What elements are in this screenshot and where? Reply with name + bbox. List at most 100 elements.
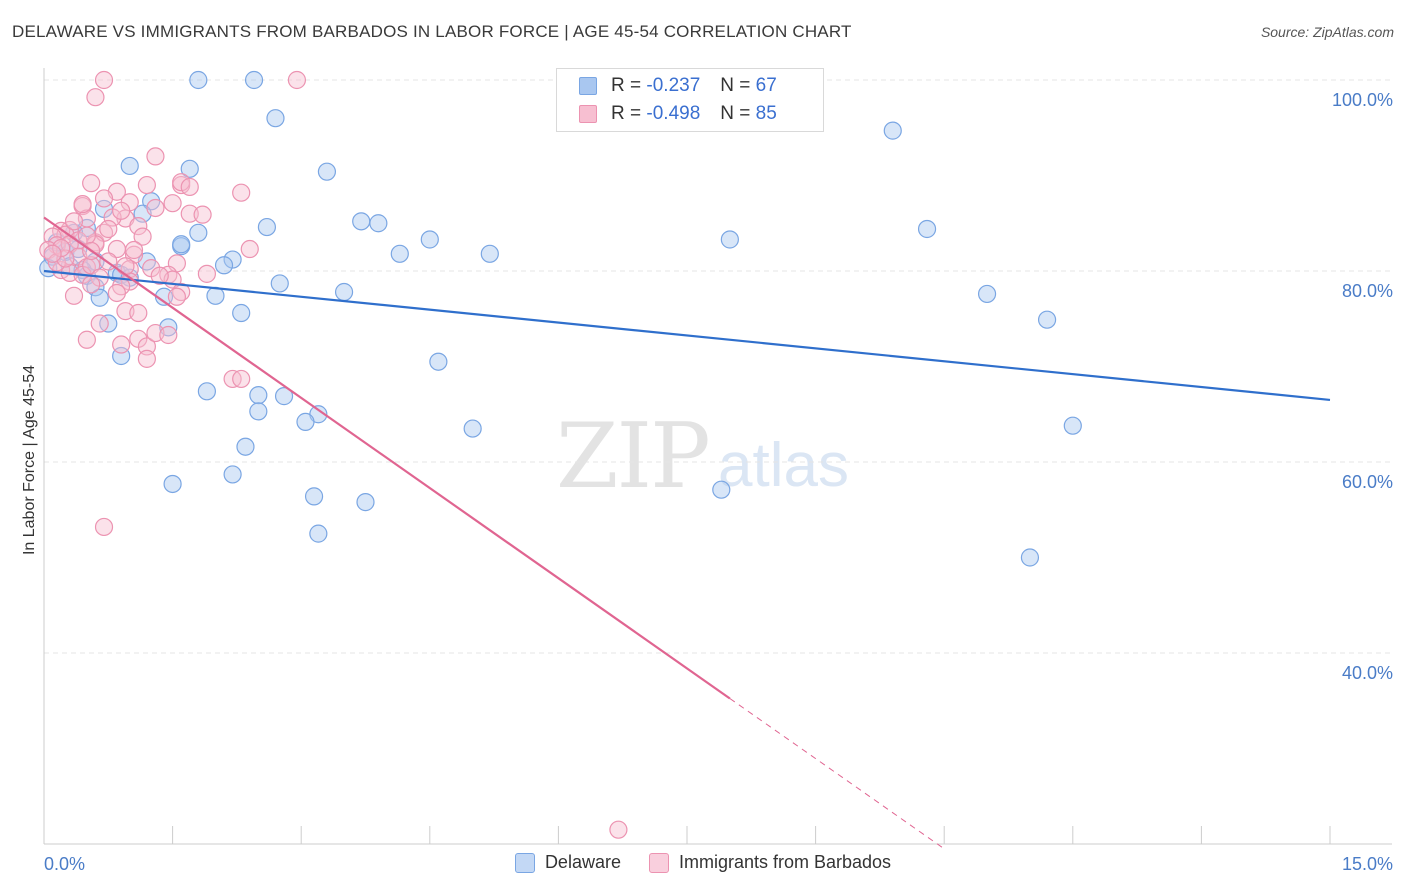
delaware-point (120, 156, 139, 176)
delaware-point (266, 109, 285, 128)
delaware-point (1063, 416, 1082, 435)
bottom-legend-label-delaware: Delaware (544, 852, 621, 872)
barbados-point (73, 195, 92, 214)
bottom-legend-label-barbados: Immigrants from Barbados (678, 852, 892, 872)
legend-swatch-delaware (579, 77, 597, 95)
barbados-point (609, 820, 628, 839)
delaware-point (274, 387, 294, 406)
delaware-point (236, 437, 255, 456)
barbados-point (43, 244, 62, 263)
y-tick-label: 40.0% (1342, 663, 1393, 683)
legend-box: R = -0.237 N = 67 R = -0.498 N = 85 (556, 68, 824, 132)
delaware-point (334, 282, 354, 302)
barbados-point (47, 253, 66, 272)
barbados-point (112, 201, 131, 220)
barbados-point (232, 183, 251, 202)
legend-swatch-barbados (579, 105, 597, 123)
barbados-point (133, 227, 152, 246)
barbados-point (197, 264, 216, 283)
watermark-zip: ZIP (556, 404, 711, 509)
delaware-point (244, 70, 264, 90)
barbados-point (77, 226, 96, 245)
barbados-point (64, 286, 84, 305)
delaware-point (1020, 548, 1040, 567)
delaware-point (180, 159, 199, 178)
barbados-point (146, 147, 165, 166)
barbados-point (112, 335, 131, 354)
bottom-legend-barbados[interactable]: Immigrants from Barbados (648, 852, 892, 873)
y-tick-label: 100.0% (1332, 90, 1393, 110)
legend-r-label: R = (611, 103, 642, 124)
legend-r-value: -0.237 (646, 75, 701, 96)
delaware-point (390, 244, 409, 263)
barbados-point (77, 330, 96, 349)
x-tick-label-max: 15.0% (1342, 854, 1393, 874)
delaware-point (463, 419, 482, 438)
barbados-point (287, 70, 307, 90)
delaware-point (977, 284, 997, 304)
delaware-point (720, 230, 739, 249)
barbados-point (86, 88, 105, 107)
delaware-point (257, 217, 277, 237)
delaware-point (369, 214, 388, 233)
chart-source: Source: ZipAtlas.com (1260, 24, 1394, 40)
delaware-point (480, 244, 499, 263)
y-tick-label: 60.0% (1342, 472, 1393, 492)
barbados-trend-line (43, 216, 731, 700)
barbados-point (107, 283, 126, 303)
barbados-point (129, 303, 148, 323)
delaware-point (309, 524, 328, 543)
delaware-point (304, 487, 324, 506)
barbados-point (82, 174, 101, 193)
delaware-point (189, 70, 208, 90)
barbados-point (159, 325, 178, 345)
legend-n-value: 67 (755, 75, 777, 96)
delaware-point (189, 223, 208, 242)
delaware-point (197, 382, 216, 401)
barbados-point (94, 517, 114, 537)
barbados-point (129, 217, 148, 236)
barbados-point (94, 70, 114, 90)
bottom-legend-swatch-barbados (648, 852, 669, 873)
bottom-legend-delaware[interactable]: Delaware (514, 852, 621, 873)
barbados-point (163, 194, 182, 213)
barbados-point (137, 349, 156, 368)
delaware-point (90, 288, 109, 307)
delaware-point (232, 303, 251, 323)
delaware-point (296, 412, 315, 431)
legend-n-label: N = (720, 103, 751, 124)
delaware-point (352, 212, 371, 231)
x-tick-label-min: 0.0% (44, 854, 85, 874)
barbados-point (116, 257, 135, 276)
legend-n-value: 85 (755, 103, 777, 124)
delaware-point (223, 465, 242, 484)
barbados-point (64, 212, 84, 231)
barbados-point (232, 369, 251, 389)
legend-r-label: R = (611, 75, 642, 96)
delaware-point (712, 480, 731, 499)
delaware-trend-line (43, 269, 1331, 402)
barbados-point (180, 177, 199, 197)
delaware-point (270, 274, 289, 293)
delaware-point (356, 493, 375, 512)
y-tick-label: 80.0% (1342, 281, 1393, 301)
bottom-legend-swatch-delaware (514, 852, 535, 873)
delaware-point (249, 386, 268, 405)
delaware-point (429, 352, 448, 371)
barbados-point (240, 239, 259, 259)
barbados-point (137, 337, 156, 356)
barbados-point (137, 175, 156, 195)
watermark-atlas: atlas (718, 431, 849, 500)
delaware-point (163, 474, 182, 494)
barbados-point (99, 219, 118, 239)
legend-n-label: N = (720, 75, 751, 96)
barbados-point (150, 266, 169, 285)
delaware-point (317, 162, 337, 181)
barbados-point (167, 287, 186, 306)
legend-row-barbados: R = -0.498 N = 85 (579, 101, 777, 127)
barbados-point (124, 240, 144, 260)
legend-row-delaware: R = -0.237 N = 67 (579, 73, 777, 99)
barbados-point (94, 189, 114, 208)
delaware-point (214, 256, 234, 275)
